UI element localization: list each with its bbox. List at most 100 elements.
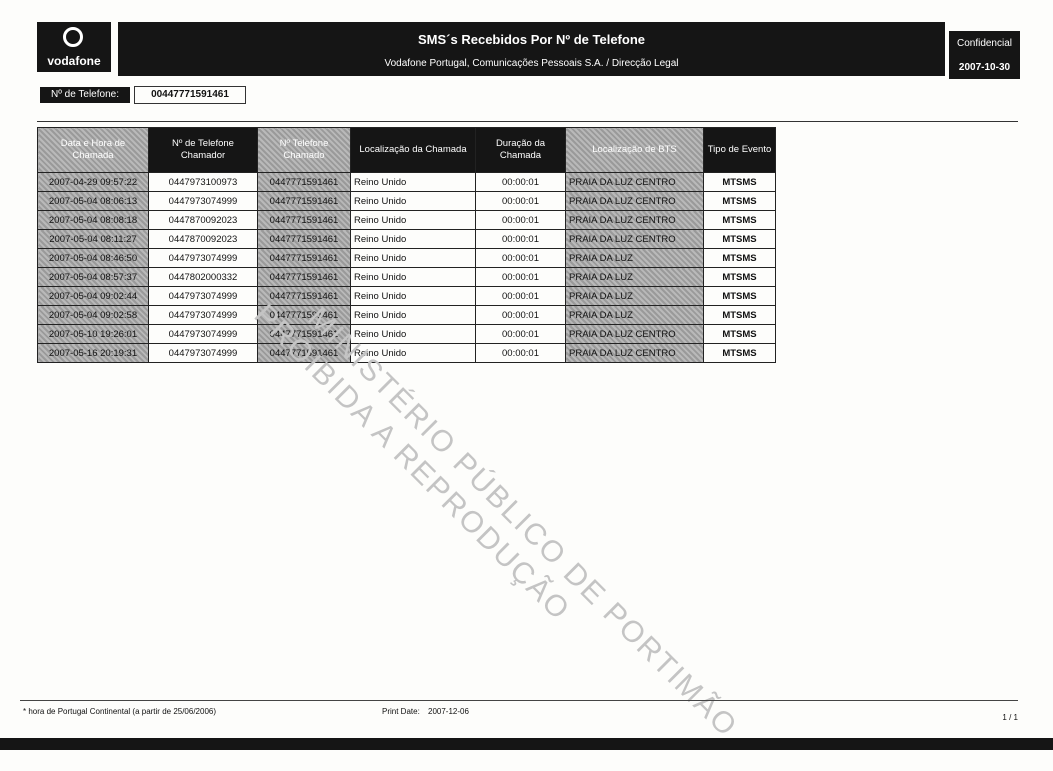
table-cell: MTSMS	[703, 210, 776, 230]
table-cell: 00:00:01	[475, 343, 566, 363]
table-cell: PRAIA DA LUZ CENTRO	[565, 343, 704, 363]
table-row: 2007-05-04 08:11:27 0447870092023 04477715…	[37, 229, 776, 249]
scan-edge	[0, 738, 1053, 750]
table-cell: 0447771591461	[257, 172, 351, 192]
table-row: 2007-05-04 08:08:18 0447870092023 04477715…	[37, 210, 776, 230]
table-cell: PRAIA DA LUZ CENTRO	[565, 229, 704, 249]
table-cell: 2007-05-04 09:02:58	[37, 305, 149, 325]
logo-text: vodafone	[47, 54, 101, 68]
table-cell: 0447771591461	[257, 248, 351, 268]
sms-table: Data e Hora de Chamada Nº de Telefone Cha…	[37, 127, 776, 363]
table-cell: 0447973074999	[148, 286, 258, 306]
table-row: 2007-05-10 19:26:01 0447973074999 04477715…	[37, 324, 776, 344]
table-cell: PRAIA DA LUZ	[565, 248, 704, 268]
table-cell: 0447973100973	[148, 172, 258, 192]
table-cell: PRAIA DA LUZ CENTRO	[565, 210, 704, 230]
watermark-line: MINISTÉRIO PÚBLICO DE PORTIMÃO	[301, 301, 744, 744]
table-cell: 2007-05-04 09:02:44	[37, 286, 149, 306]
table-cell: PRAIA DA LUZ	[565, 267, 704, 287]
table-cell: MTSMS	[703, 267, 776, 287]
table-cell: PRAIA DA LUZ	[565, 286, 704, 306]
classification-box: Confidencial 2007-10-30	[949, 31, 1020, 79]
table-cell: Reino Unido	[350, 286, 476, 306]
table-cell: MTSMS	[703, 286, 776, 306]
table-cell: PRAIA DA LUZ CENTRO	[565, 324, 704, 344]
table-cell: 0447771591461	[257, 229, 351, 249]
table-cell: 00:00:01	[475, 305, 566, 325]
table-cell: Reino Unido	[350, 210, 476, 230]
print-date: 2007-12-06	[428, 707, 469, 716]
table-cell: 2007-05-10 19:26:01	[37, 324, 149, 344]
table-row: 2007-04-29 09:57:22 0447973100973 04477715…	[37, 172, 776, 192]
table-cell: 0447973074999	[148, 343, 258, 363]
table-cell: Reino Unido	[350, 229, 476, 249]
divider	[20, 700, 1018, 701]
table-cell: 0447771591461	[257, 305, 351, 325]
table-cell: 00:00:01	[475, 324, 566, 344]
table-cell: MTSMS	[703, 324, 776, 344]
table-cell: 2007-05-04 08:57:37	[37, 267, 149, 287]
table-cell: 00:00:01	[475, 210, 566, 230]
table-row: 2007-05-04 08:46:50 0447973074999 04477715…	[37, 248, 776, 268]
table-row: 2007-05-04 09:02:44 0447973074999 04477715…	[37, 286, 776, 306]
table-cell: 0447802000332	[148, 267, 258, 287]
table-cell: 0447771591461	[257, 286, 351, 306]
table-cell: PRAIA DA LUZ CENTRO	[565, 191, 704, 211]
column-header: Nº de Telefone Chamador	[148, 127, 258, 173]
report-date: 2007-10-30	[958, 62, 1011, 73]
footnote: * hora de Portugal Continental (a partir…	[23, 707, 217, 716]
header-row: Data e Hora de Chamada Nº de Telefone Cha…	[37, 127, 776, 173]
table-cell: MTSMS	[703, 172, 776, 192]
table-cell: 00:00:01	[475, 248, 566, 268]
column-header: Data e Hora de Chamada	[37, 127, 149, 173]
logo-mark	[63, 27, 83, 47]
table-cell: 0447771591461	[257, 343, 351, 363]
table-cell: Reino Unido	[350, 191, 476, 211]
classification: Confidencial	[956, 38, 1013, 49]
table-cell: 0447973074999	[148, 248, 258, 268]
table-row: 2007-05-16 20:19:31 0447973074999 04477715…	[37, 343, 776, 363]
table-cell: 0447973074999	[148, 324, 258, 344]
table-cell: 00:00:01	[475, 267, 566, 287]
page: {"header": {"logo": "vodafone", "title":…	[0, 22, 1053, 750]
title-bar: SMS´s Recebidos Por Nº de Telefone Vodaf…	[118, 22, 945, 76]
table-cell: MTSMS	[703, 305, 776, 325]
table-cell: Reino Unido	[350, 324, 476, 344]
divider	[37, 121, 1018, 122]
table-cell: 0447870092023	[148, 229, 258, 249]
phone-value: 00447771591461	[134, 86, 246, 104]
table-cell: 2007-05-04 08:06:13	[37, 191, 149, 211]
table-cell: 0447870092023	[148, 210, 258, 230]
table-row: 2007-05-04 08:06:13 0447973074999 04477715…	[37, 191, 776, 211]
table-cell: MTSMS	[703, 229, 776, 249]
table-row: 2007-05-04 08:57:37 0447802000332 04477715…	[37, 267, 776, 287]
column-header: Nº Telefone Chamado	[257, 127, 351, 173]
table-cell: 2007-05-16 20:19:31	[37, 343, 149, 363]
table-cell: 2007-05-04 08:11:27	[37, 229, 149, 249]
table-cell: Reino Unido	[350, 248, 476, 268]
table-cell: 0447973074999	[148, 191, 258, 211]
table-cell: 0447771591461	[257, 267, 351, 287]
table-cell: 00:00:01	[475, 172, 566, 192]
table-cell: PRAIA DA LUZ	[565, 305, 704, 325]
table-cell: PRAIA DA LUZ CENTRO	[565, 172, 704, 192]
table-cell: 2007-05-04 08:46:50	[37, 248, 149, 268]
table-cell: MTSMS	[703, 248, 776, 268]
table-cell: 2007-05-04 08:08:18	[37, 210, 149, 230]
print-date-label: Print Date:	[382, 707, 420, 716]
column-header: Localização da Chamada	[350, 127, 476, 173]
table-cell: 00:00:01	[475, 286, 566, 306]
page-number: 1 / 1	[1002, 713, 1018, 722]
phone-label: Nº de Telefone:	[40, 87, 130, 103]
table-cell: 00:00:01	[475, 229, 566, 249]
table-cell: 0447771591461	[257, 210, 351, 230]
table-cell: 0447771591461	[257, 191, 351, 211]
logo: vodafone	[37, 22, 111, 72]
column-header: Localização de BTS	[565, 127, 704, 173]
table-cell: Reino Unido	[350, 172, 476, 192]
table-cell: 00:00:01	[475, 191, 566, 211]
table-row: 2007-05-04 09:02:58 0447973074999 04477715…	[37, 305, 776, 325]
table-cell: Reino Unido	[350, 343, 476, 363]
column-header: Duração da Chamada	[475, 127, 566, 173]
column-header: Tipo de Evento	[703, 127, 776, 173]
